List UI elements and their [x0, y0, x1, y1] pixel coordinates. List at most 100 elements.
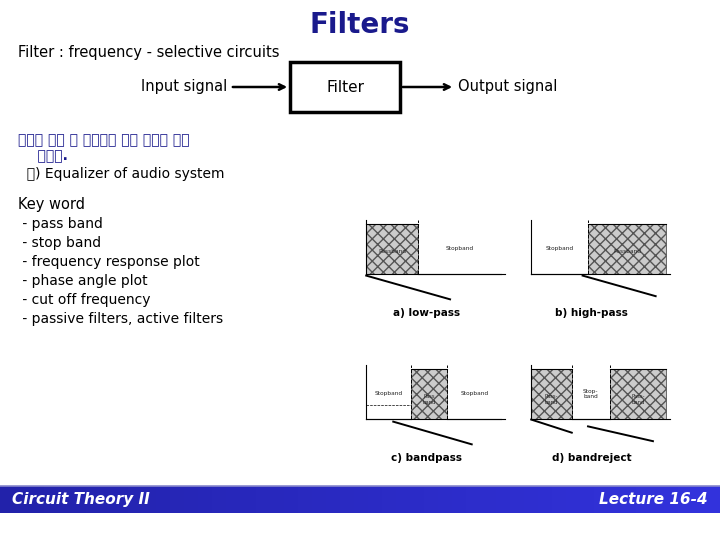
- Bar: [318, 486, 321, 513]
- Bar: [138, 486, 141, 513]
- Bar: [416, 486, 419, 513]
- Bar: [324, 486, 327, 513]
- Bar: [426, 486, 429, 513]
- Bar: [628, 486, 631, 513]
- Bar: [296, 486, 299, 513]
- Bar: [630, 486, 633, 513]
- Bar: [686, 486, 689, 513]
- Bar: [44, 486, 47, 513]
- Bar: [84, 486, 87, 513]
- Bar: [272, 486, 275, 513]
- Text: Stopband: Stopband: [374, 392, 402, 396]
- Bar: [458, 486, 461, 513]
- Bar: [478, 486, 481, 513]
- Text: 원하는 영역 밖 주파수의 입력 신호를 소몝: 원하는 영역 밖 주파수의 입력 신호를 소몝: [18, 133, 189, 147]
- Text: Pass-
band: Pass- band: [631, 394, 645, 405]
- Bar: [626, 486, 629, 513]
- Bar: [50, 486, 53, 513]
- Bar: [672, 486, 675, 513]
- Text: - phase angle plot: - phase angle plot: [18, 274, 148, 288]
- Bar: [696, 486, 699, 513]
- Bar: [308, 486, 311, 513]
- Bar: [372, 486, 375, 513]
- Bar: [468, 486, 471, 513]
- Bar: [486, 486, 489, 513]
- Bar: [62, 486, 65, 513]
- Bar: [534, 486, 537, 513]
- Bar: [16, 486, 19, 513]
- Bar: [82, 486, 85, 513]
- Text: - passive filters, active filters: - passive filters, active filters: [18, 312, 223, 326]
- Bar: [118, 486, 121, 513]
- Bar: [174, 486, 177, 513]
- Bar: [60, 486, 63, 513]
- Bar: [654, 486, 657, 513]
- Bar: [452, 486, 455, 513]
- Bar: [411, 369, 447, 418]
- Bar: [638, 486, 641, 513]
- Bar: [280, 486, 283, 513]
- Bar: [708, 486, 711, 513]
- Text: d) bandreject: d) bandreject: [552, 453, 631, 463]
- Text: Passband: Passband: [378, 249, 406, 254]
- Bar: [582, 486, 585, 513]
- Bar: [284, 486, 287, 513]
- Bar: [122, 486, 125, 513]
- Bar: [348, 486, 351, 513]
- Bar: [168, 486, 171, 513]
- Bar: [234, 486, 237, 513]
- Bar: [386, 486, 389, 513]
- Bar: [96, 486, 99, 513]
- Bar: [632, 486, 635, 513]
- Bar: [10, 486, 13, 513]
- Bar: [528, 486, 531, 513]
- Bar: [636, 486, 639, 513]
- Bar: [66, 486, 69, 513]
- Bar: [624, 486, 627, 513]
- Bar: [404, 486, 407, 513]
- Bar: [164, 486, 167, 513]
- Bar: [662, 486, 665, 513]
- Bar: [78, 486, 81, 513]
- Bar: [531, 369, 572, 418]
- Bar: [634, 486, 637, 513]
- Bar: [690, 486, 693, 513]
- Bar: [694, 486, 697, 513]
- Text: Pass-
band: Pass- band: [545, 394, 558, 405]
- Bar: [112, 486, 115, 513]
- Bar: [354, 486, 357, 513]
- Bar: [494, 486, 497, 513]
- Bar: [410, 486, 413, 513]
- Bar: [428, 486, 431, 513]
- Bar: [450, 486, 453, 513]
- Bar: [610, 369, 667, 418]
- Bar: [32, 486, 35, 513]
- Bar: [520, 486, 523, 513]
- Bar: [316, 486, 319, 513]
- Bar: [586, 486, 589, 513]
- Bar: [38, 486, 41, 513]
- Bar: [304, 486, 307, 513]
- Bar: [252, 486, 255, 513]
- Bar: [314, 486, 317, 513]
- Bar: [574, 486, 577, 513]
- Bar: [572, 486, 575, 513]
- Bar: [334, 486, 337, 513]
- Bar: [88, 486, 91, 513]
- Bar: [408, 486, 411, 513]
- Bar: [150, 486, 153, 513]
- Bar: [682, 486, 685, 513]
- Bar: [502, 486, 505, 513]
- Bar: [154, 486, 157, 513]
- Bar: [566, 486, 569, 513]
- Bar: [700, 486, 703, 513]
- Bar: [498, 486, 501, 513]
- Bar: [134, 486, 137, 513]
- Bar: [562, 486, 565, 513]
- Bar: [110, 486, 113, 513]
- Bar: [420, 486, 423, 513]
- Bar: [352, 486, 355, 513]
- Bar: [568, 486, 571, 513]
- Bar: [250, 486, 253, 513]
- Bar: [612, 486, 615, 513]
